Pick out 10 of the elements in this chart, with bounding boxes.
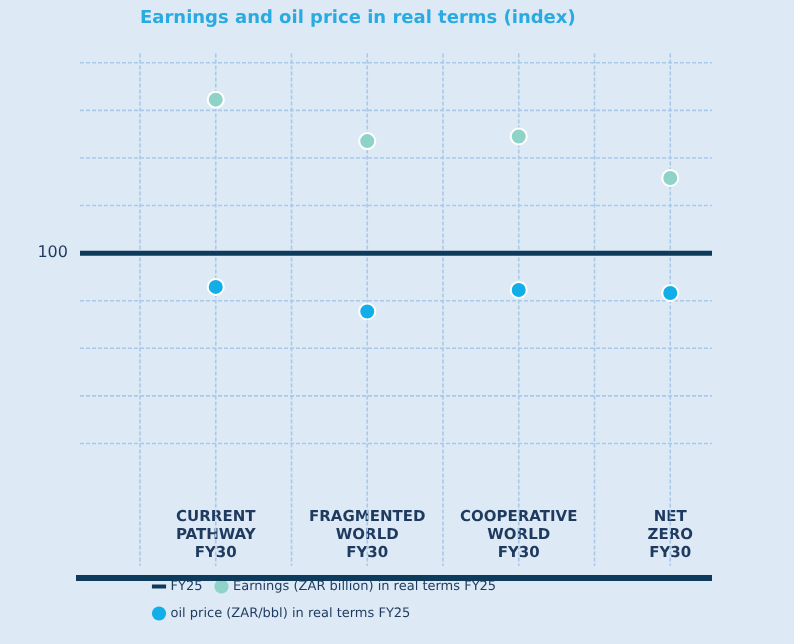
- point: [661, 168, 680, 187]
- point: [509, 127, 528, 146]
- point: [358, 132, 377, 151]
- text: 100: [37, 243, 68, 262]
- point: [661, 284, 680, 303]
- point: [206, 90, 225, 109]
- point: [509, 280, 528, 299]
- chart-title: Earnings and oil price in real terms (index): [140, 9, 576, 30]
- point: [358, 302, 377, 321]
- point: [206, 277, 225, 296]
